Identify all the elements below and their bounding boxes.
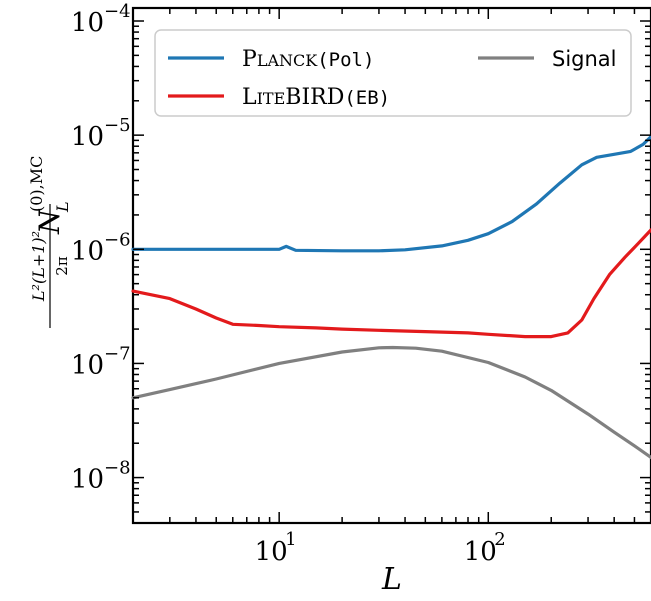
legend-label-smallcaps-rest: LANCK — [257, 51, 318, 70]
legend-label-code: (Pol) — [317, 49, 374, 71]
x-tick-label: 101 — [255, 529, 297, 567]
legend-label-planck: PLANCK(Pol) — [242, 47, 374, 72]
y-tick-label-base: 10 — [71, 236, 104, 266]
x-axis-label: L — [381, 562, 402, 597]
y-tick-label: 10 −8 — [71, 458, 131, 495]
series-line-planck — [131, 135, 651, 253]
legend-label-smallcaps-initial: L — [242, 85, 257, 110]
series-line-signal — [131, 345, 651, 460]
y-tick-label-exponent: −5 — [104, 115, 131, 136]
y-tick-label-exponent: −7 — [104, 343, 131, 364]
y-tick-label: 10 −4 — [71, 1, 131, 38]
y-tick-label-base: 10 — [71, 122, 104, 152]
legend-entry-litebird: LITEBIRD(EB) — [168, 85, 390, 110]
legend-label-smallcaps-initial: P — [242, 47, 257, 72]
legend-label-signal: Signal — [552, 47, 617, 71]
x-tick-label-exponent: 2 — [494, 529, 505, 550]
series-line-litebird — [131, 228, 651, 339]
x-tick-label-base: 10 — [255, 537, 288, 567]
plot-border — [131, 6, 651, 525]
y-label-numerator: L²(L+1)² — [29, 231, 48, 302]
legend-entry-signal: Signal — [478, 47, 617, 71]
legend-label-litebird: LITEBIRD(EB) — [242, 85, 390, 110]
y-tick-label-exponent: −6 — [104, 229, 131, 250]
y-tick-label: 10 −5 — [71, 115, 131, 152]
y-tick-label-base: 10 — [71, 350, 104, 380]
x-tick-label-exponent: 1 — [285, 529, 296, 550]
y-label-symbol: N — [33, 208, 66, 235]
y-tick-label-base: 10 — [71, 8, 104, 38]
y-tick-label-exponent: −8 — [104, 458, 131, 479]
plot-frame — [131, 6, 651, 525]
y-tick-label: 10 −7 — [71, 343, 131, 380]
y-tick-label: 10 −6 — [71, 229, 131, 266]
legend: PLANCK(Pol) LITEBIRD(EB) Signal — [154, 29, 632, 117]
x-tick-label-base: 10 — [464, 537, 497, 567]
legend-label-text: Signal — [552, 47, 617, 71]
y-label-denominator: 2π — [53, 256, 71, 276]
y-tick-label-base: 10 — [71, 465, 104, 495]
y-axis-label: L²(L+1)² 2π N L (0),MC — [27, 156, 72, 328]
y-label-subscript: L — [53, 201, 72, 213]
y-tick-label-exponent: −4 — [104, 1, 131, 22]
series-layer — [131, 135, 651, 460]
legend-label-main: BIRD — [285, 85, 344, 110]
y-label-superscript: (0),MC — [27, 156, 46, 212]
legend-box — [154, 29, 632, 117]
legend-label-code: (EB) — [344, 87, 390, 109]
legend-entry-planck: PLANCK(Pol) — [168, 47, 374, 72]
x-tick-label: 102 — [464, 529, 506, 567]
legend-label-smallcaps-rest: ITE — [257, 89, 286, 108]
